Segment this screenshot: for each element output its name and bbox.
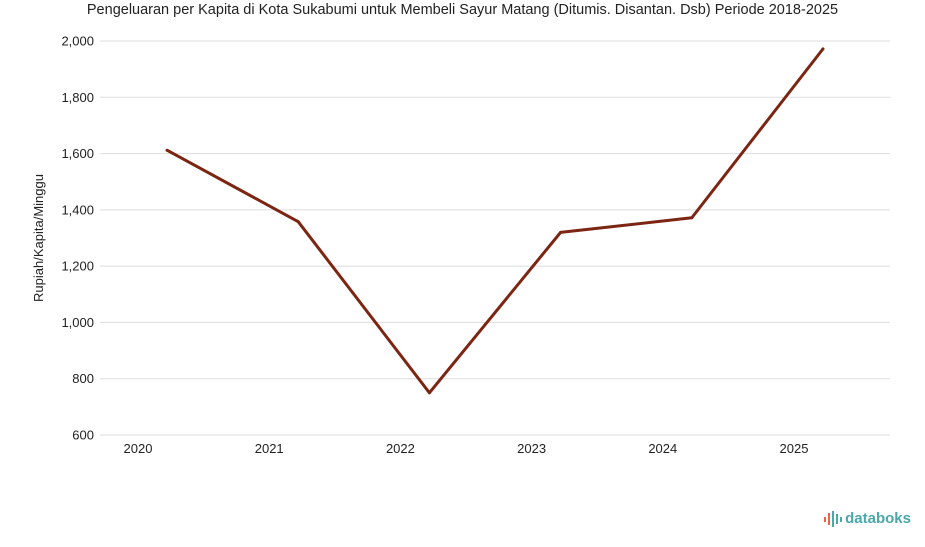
data-point-2023[interactable] [559, 230, 563, 234]
y-tick-label: 1,800 [61, 90, 94, 105]
x-tick-label: 2021 [255, 441, 284, 456]
x-tick-label: 2025 [780, 441, 809, 456]
data-point-2022[interactable] [427, 391, 431, 395]
grid-lines [100, 40, 890, 436]
chart-title: Pengeluaran per Kapita di Kota Sukabumi … [86, 2, 839, 18]
brand-name: databoks [845, 510, 911, 527]
y-tick-label: 800 [72, 371, 94, 386]
x-tick-label: 2024 [648, 441, 677, 456]
data-point-2020[interactable] [165, 148, 169, 152]
x-tick-label: 2020 [124, 441, 153, 456]
data-point-2025[interactable] [821, 47, 825, 51]
brand-logo: databoks [824, 510, 911, 527]
y-tick-label: 1,200 [61, 259, 94, 274]
series-line [166, 47, 825, 395]
y-axis-title: Rupiah/Kapita/Minggu [31, 174, 46, 302]
series-group [165, 47, 825, 395]
y-tick-label: 1,600 [61, 146, 94, 161]
data-point-2021[interactable] [296, 220, 300, 224]
x-tick-labels: 2020 2021 2022 2023 2024 2025 [124, 441, 809, 456]
x-tick-label: 2023 [517, 441, 546, 456]
data-point-2024[interactable] [690, 216, 694, 220]
y-tick-label: 1,400 [61, 202, 94, 217]
y-tick-label: 600 [72, 428, 94, 443]
x-tick-label: 2022 [386, 441, 415, 456]
y-tick-label: 2,000 [61, 34, 94, 49]
y-tick-label: 1,000 [61, 315, 94, 330]
databoks-icon [824, 510, 843, 527]
y-tick-labels: 600 800 1,000 1,200 1,400 1,600 1,800 2,000 [61, 34, 94, 443]
